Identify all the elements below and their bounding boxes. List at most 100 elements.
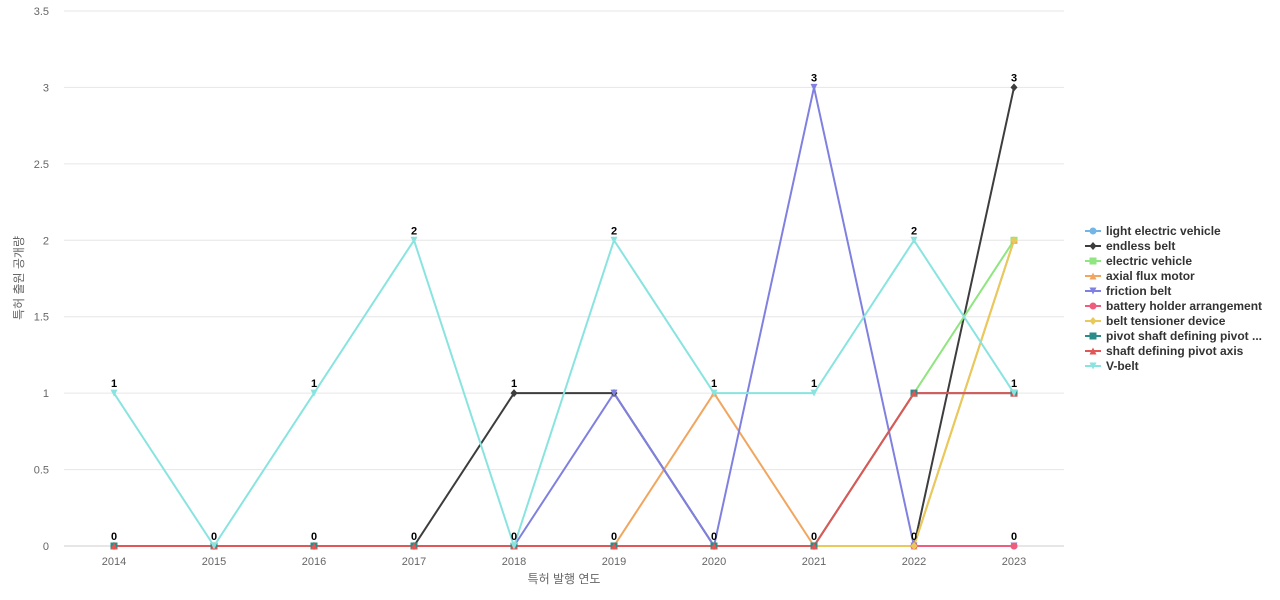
data-point[interactable] [1010,542,1018,550]
legend-label: light electric vehicle [1106,223,1221,238]
legend-label: friction belt [1106,283,1172,298]
legend-label: battery holder arrangement [1106,298,1263,313]
legend-item[interactable]: electric vehicle [1085,253,1262,268]
data-point[interactable] [310,389,318,397]
legend-swatch [1085,257,1101,264]
data-point[interactable] [610,236,618,244]
data-point[interactable] [810,389,818,397]
legend-swatch [1085,302,1101,309]
data-point [1089,227,1097,234]
y-tick-label: 2.5 [34,159,49,171]
x-tick-label: 2022 [902,556,926,568]
data-point[interactable] [510,542,518,550]
data-labels: 1 0 1 2 0 2 1 1 2 1 1 3 3 0 0 0 0 0 0 0 0 [111,72,1017,543]
data-point[interactable] [910,389,918,397]
data-label: 0 [911,531,917,543]
data-label: 1 [311,378,317,390]
legend-label: pivot shaft defining pivot ... [1106,328,1262,343]
data-label: 0 [811,531,817,543]
legend-swatch [1085,362,1101,369]
legend-label: electric vehicle [1106,253,1193,268]
data-point [1089,257,1097,264]
data-point[interactable] [810,542,818,550]
legend-item[interactable]: pivot shaft defining pivot ... [1085,328,1262,343]
y-tick-label: 1 [43,388,49,400]
data-point[interactable] [110,542,118,550]
data-point[interactable] [310,542,318,550]
y-tick-label: 2 [43,235,49,247]
data-label: 0 [511,531,517,543]
x-tick-label: 2018 [502,556,526,568]
data-point [1089,241,1097,250]
data-point[interactable] [410,542,418,550]
series-lines [113,86,1015,547]
x-tick-label: 2014 [102,556,126,568]
x-tick-label: 2023 [1002,556,1026,568]
series-markers [110,83,1018,550]
series-line [113,239,1015,547]
legend-item[interactable]: light electric vehicle [1085,223,1262,238]
data-point[interactable] [710,542,718,550]
data-label: 0 [311,531,317,543]
legend-swatch [1085,241,1101,250]
data-point [1089,362,1097,369]
legend-swatch [1085,287,1101,294]
grid-lines [64,10,1064,547]
y-tick-label: 3.5 [34,6,49,18]
data-label: 1 [1011,378,1017,390]
legend-swatch [1085,316,1101,325]
legend-swatch [1085,332,1101,339]
y-tick-label: 1.5 [34,312,49,324]
y-axis-title: 특허 출원 공개량 [12,236,26,320]
legend-item[interactable]: V-belt [1085,358,1262,373]
legend-label: endless belt [1106,238,1176,253]
data-label: 2 [911,225,917,237]
data-point[interactable] [1010,236,1018,245]
data-point[interactable] [1010,83,1018,92]
data-point[interactable] [410,236,418,244]
data-label: 3 [811,72,817,84]
data-label: 1 [711,378,717,390]
data-point [1089,316,1097,325]
data-label: 1 [811,378,817,390]
legend-swatch [1085,272,1101,279]
data-point[interactable] [710,389,718,397]
legend-label: belt tensioner device [1106,313,1226,328]
data-label: 2 [411,225,417,237]
legend-item[interactable]: friction belt [1085,283,1262,298]
legend-item[interactable]: shaft defining pivot axis [1085,343,1262,358]
legend-label: axial flux motor [1106,268,1195,283]
legend-item[interactable]: battery holder arrangement [1085,298,1262,313]
data-point[interactable] [1010,389,1018,397]
x-tick-label: 2019 [602,556,626,568]
x-tick-label: 2015 [202,556,226,568]
data-point[interactable] [110,389,118,397]
legend-label: V-belt [1106,358,1139,373]
data-point[interactable] [910,236,918,244]
legend-item[interactable]: endless belt [1085,238,1262,253]
x-tick-label: 2016 [302,556,326,568]
legend-item[interactable]: belt tensioner device [1085,313,1262,328]
data-label: 0 [411,531,417,543]
legend-swatch [1085,227,1101,234]
x-axis-ticks: 2014 2015 2016 2017 2018 2019 2020 2021 2022 2023 [102,556,1026,568]
data-point [1089,287,1097,294]
legend: light electric vehicle endless belt electr… [1085,223,1262,373]
y-axis-ticks: 0 0.5 1 1.5 2 2.5 3 3.5 [34,6,49,553]
data-label: 0 [211,531,217,543]
x-tick-label: 2021 [802,556,826,568]
series-line [114,392,1014,547]
data-point[interactable] [610,542,618,550]
data-label: 0 [1011,531,1017,543]
data-point[interactable] [210,542,218,550]
legend-item[interactable]: axial flux motor [1085,268,1262,283]
data-label: 0 [111,531,117,543]
data-label: 0 [711,531,717,543]
legend-label: shaft defining pivot axis [1106,343,1244,358]
data-point [1089,272,1097,279]
data-point[interactable] [610,389,618,397]
data-point[interactable] [910,542,918,550]
data-point[interactable] [510,389,518,398]
data-point[interactable] [810,83,818,91]
